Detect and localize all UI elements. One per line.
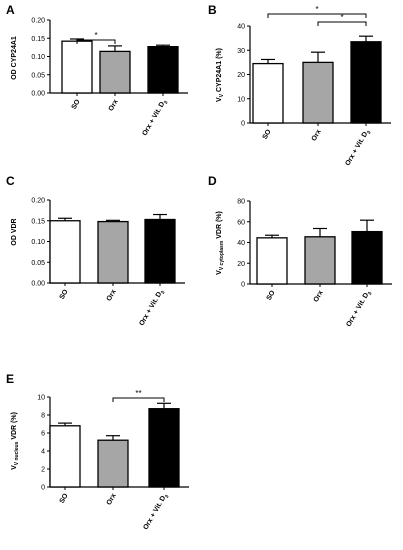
significance-bracket (267, 13, 367, 18)
bar-1 (99, 50, 131, 94)
x-tick-label: Orx + Vit. D3 (138, 288, 166, 328)
bar-2 (147, 45, 179, 94)
y-tick-label: 0.15 (31, 218, 45, 225)
y-tick-label: 0 (241, 282, 245, 289)
significance-label: * (315, 5, 318, 14)
chart-panel-a: 0.00 0.05 0.10 0.15 0.20 SO Orx Orx + Vit. D3 * (31, 18, 188, 138)
x-tick-label: Orx (108, 98, 120, 112)
x-tick-label: Orx + Vit. D3 (345, 289, 373, 329)
y-tick-label: 2 (41, 467, 45, 474)
bar-0 (61, 40, 93, 94)
x-tick-label: Orx (311, 128, 323, 142)
y-tick-label: 0 (41, 485, 45, 492)
y-tick-label: 30 (237, 48, 245, 55)
chart-panel-d: 0 20 40 60 80 SO Orx Orx + Vit. D3 (237, 199, 392, 329)
y-tick-label: 0.10 (31, 54, 45, 61)
significance-label: * (94, 31, 97, 40)
panel-letter-a: A (6, 3, 15, 17)
significance-label: * (340, 13, 343, 22)
bar-2 (148, 408, 180, 488)
significance-bracket (76, 39, 116, 44)
x-tick-label: Orx + Vit. D3 (141, 98, 169, 138)
y-tick-label: 20 (237, 261, 245, 268)
bar-2 (351, 230, 383, 285)
bar-1 (97, 220, 129, 284)
x-tick-label: Orx + Vit. D3 (344, 128, 372, 168)
significance-bracket (112, 397, 165, 402)
x-tick-label: SO (262, 128, 273, 141)
y-tick-label: 0.00 (31, 91, 45, 98)
significance-bracket (317, 21, 367, 26)
ylabel-panel-a: OD CYP24A1 (11, 36, 18, 80)
x-tick-label: Orx (106, 288, 118, 302)
y-tick-label: 4 (41, 449, 45, 456)
panel-letter-c: C (6, 174, 15, 188)
bar-0 (49, 220, 81, 284)
panel-letter-b: B (208, 3, 217, 17)
y-tick-label: 60 (237, 219, 245, 226)
x-tick-label: SO (59, 492, 70, 505)
y-tick-label: 6 (41, 431, 45, 438)
chart-panel-e: 0 2 4 6 8 10 SO Orx Orx + Vit. D3 ** (37, 389, 189, 532)
x-tick-label: SO (71, 98, 82, 111)
y-tick-label: 20 (237, 72, 245, 79)
panel-letter-e: E (6, 372, 14, 386)
y-tick-label: 40 (237, 24, 245, 31)
bar-0 (256, 237, 288, 285)
y-tick-label: 80 (237, 199, 245, 206)
panel-letter-d: D (208, 174, 217, 188)
y-tick-label: 0.15 (31, 36, 45, 43)
y-tick-label: 8 (41, 413, 45, 420)
x-tick-label: SO (266, 289, 277, 302)
y-tick-label: 0.10 (31, 239, 45, 246)
y-tick-label: 40 (237, 240, 245, 247)
bar-0 (49, 425, 81, 488)
chart-panel-c: 0.00 0.05 0.10 0.15 0.20 SO Orx Orx + Vit. D3 (31, 198, 185, 328)
y-tick-label: 0 (241, 121, 245, 128)
y-tick-label: 0.20 (31, 18, 45, 25)
bar-1 (97, 439, 129, 488)
x-tick-label: SO (59, 288, 70, 301)
bar-1 (302, 61, 334, 124)
x-tick-label: Orx (313, 289, 325, 303)
significance-label: ** (135, 389, 141, 398)
ylabel-panel-c: OD VDR (11, 218, 18, 245)
x-tick-label: Orx + Vit. D3 (142, 492, 170, 532)
bar-2 (350, 41, 382, 124)
ylabel-panel-b: VV CYP24A1 (%) (216, 48, 225, 102)
y-tick-label: 0.05 (31, 72, 45, 79)
y-tick-label: 0.00 (31, 281, 45, 288)
x-tick-label: Orx (106, 492, 118, 506)
bar-0 (252, 62, 284, 124)
bar-1 (304, 236, 336, 285)
y-tick-label: 10 (37, 395, 45, 402)
bar-2 (144, 218, 176, 284)
y-tick-label: 0.05 (31, 260, 45, 267)
y-tick-label: 10 (237, 96, 245, 103)
ylabel-panel-e: VV nucleus VDR (%) (11, 412, 20, 470)
chart-panel-b: 0 10 20 30 40 SO Orx Orx + Vit. D3 * * (237, 5, 391, 168)
y-tick-label: 0.20 (31, 198, 45, 205)
ylabel-panel-d: VV cytoplasm VDR (%) (216, 211, 225, 275)
